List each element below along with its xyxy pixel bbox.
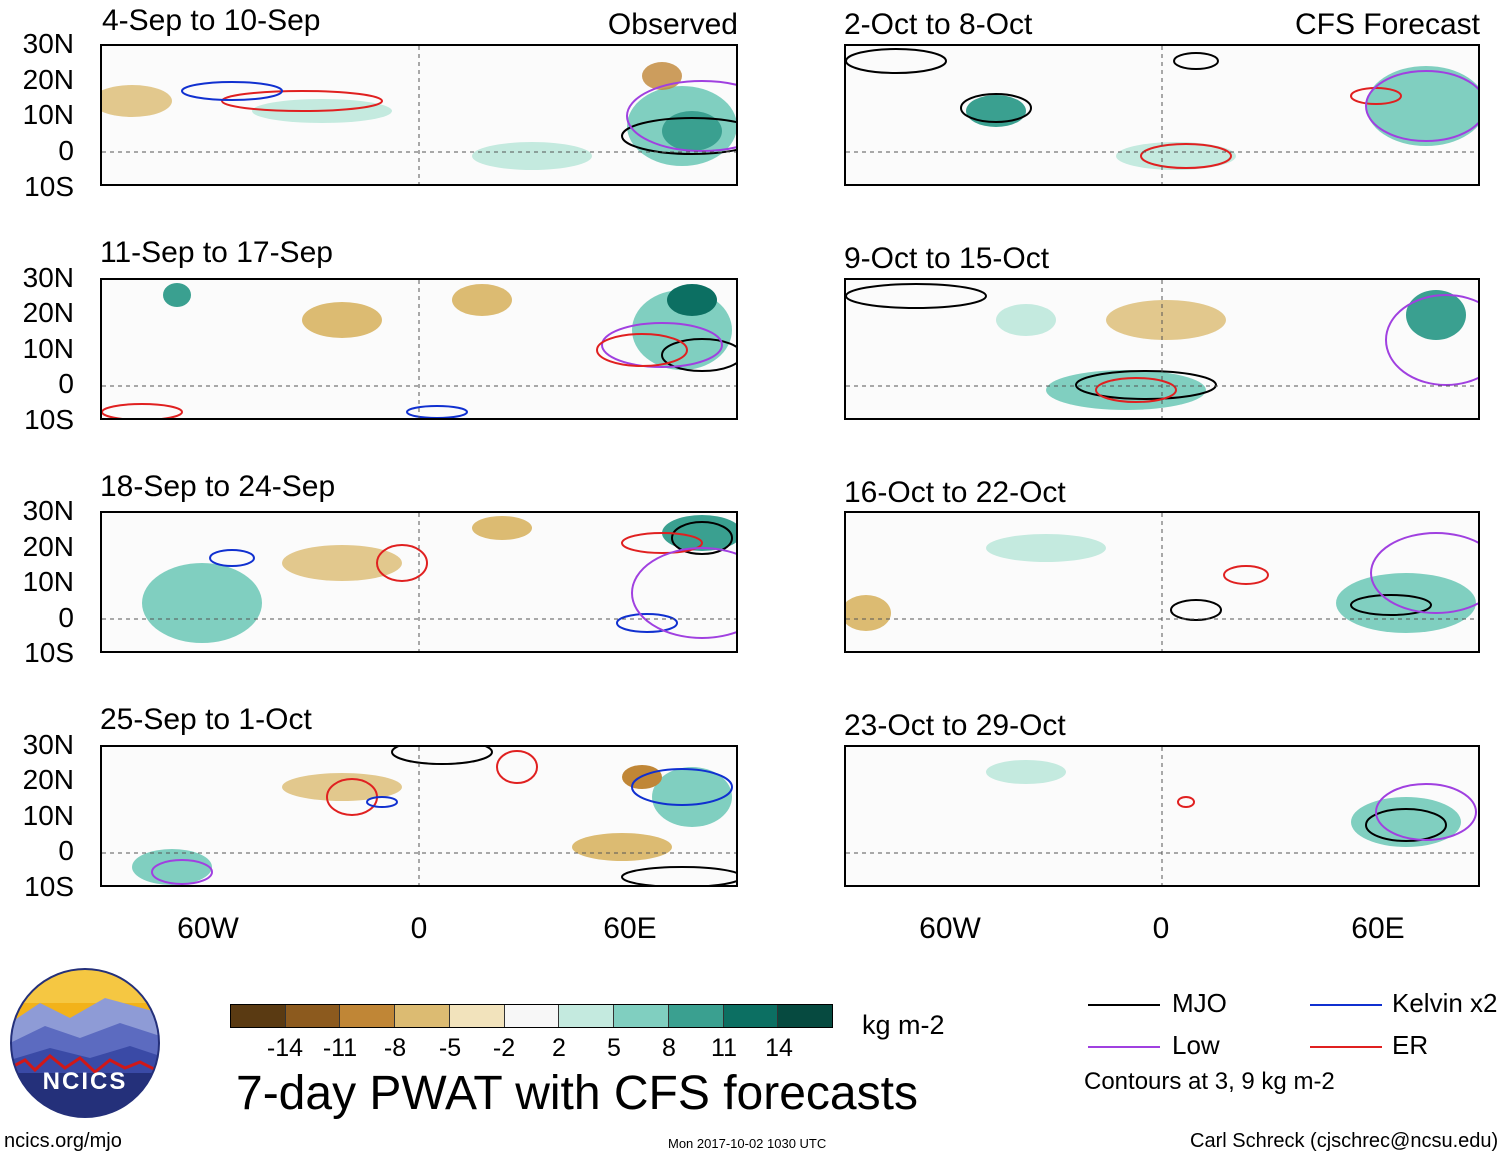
colorbar: [230, 1004, 833, 1028]
colorbar-swatch: [668, 1005, 724, 1027]
legend-label-low: Low: [1172, 1030, 1220, 1060]
map-panel-3: [100, 278, 738, 420]
lat-label: 10S: [24, 171, 74, 202]
lat-label: 10S: [24, 637, 74, 668]
colorbar-tick: 8: [662, 1034, 676, 1062]
legend-line-kelvin: [1310, 1004, 1382, 1006]
lon-label: 0: [1152, 912, 1170, 945]
lat-label: 10N: [22, 800, 74, 831]
colorbar-tick: -5: [438, 1034, 462, 1062]
lat-label: 20N: [22, 64, 74, 95]
colorbar-tick: 2: [552, 1034, 566, 1062]
map-panel-7: [100, 745, 738, 887]
legend-label-kelvin: Kelvin x2: [1392, 988, 1498, 1018]
map-panel-2: [844, 44, 1480, 186]
panel-title-7: 25-Sep to 1-Oct: [100, 703, 312, 736]
map-panel-4: [844, 278, 1480, 420]
colorbar-swatch: [395, 1005, 450, 1027]
lat-label: 10S: [24, 871, 74, 902]
lat-label: 20N: [22, 764, 74, 795]
footer-credit: Carl Schreck (cjschrec@ncsu.edu): [1190, 1130, 1499, 1152]
lon-label: 60E: [603, 912, 657, 945]
colorbar-tick: -11: [322, 1034, 358, 1062]
legend-label-mjo: MJO: [1172, 988, 1227, 1018]
lon-label: 60W: [177, 912, 239, 945]
colorbar-swatch: [449, 1005, 505, 1027]
colorbar-tick: -14: [266, 1034, 304, 1062]
colorbar-tick: 11: [711, 1034, 737, 1062]
panel-title-8: 23-Oct to 29-Oct: [844, 709, 1066, 742]
footer-timestamp: Mon 2017-10-02 1030 UTC: [668, 1136, 827, 1151]
panel-title-6: 16-Oct to 22-Oct: [844, 476, 1066, 509]
lon-label: 0: [410, 912, 428, 945]
colorbar-tick: -8: [383, 1034, 407, 1062]
lat-label: 30N: [22, 729, 74, 760]
map-panel-5: [100, 511, 738, 653]
panel-title-3: 11-Sep to 17-Sep: [100, 236, 333, 269]
lon-label: 60E: [1351, 912, 1405, 945]
lat-label: 30N: [22, 262, 74, 293]
colorbar-swatch: [559, 1005, 615, 1027]
legend-line-low: [1088, 1046, 1160, 1048]
lat-label: 0: [58, 368, 74, 399]
map-panel-8: [844, 745, 1480, 887]
legend-line-er: [1310, 1046, 1382, 1048]
lat-label: 0: [58, 135, 74, 166]
legend-label-er: ER: [1392, 1030, 1429, 1060]
colorbar-tick: 5: [607, 1034, 621, 1062]
lat-label: 10N: [22, 99, 74, 130]
lon-label: 60W: [919, 912, 981, 945]
main-title: 7-day PWAT with CFS forecasts: [236, 1067, 918, 1120]
map-panel-1: [100, 44, 738, 186]
colorbar-tick: -2: [492, 1034, 516, 1062]
colorbar-swatch: [723, 1005, 779, 1027]
panel-tag-observed: Observed: [607, 8, 738, 41]
colorbar-swatch: [340, 1005, 396, 1027]
colorbar-swatch: [504, 1005, 560, 1027]
lat-label: 10N: [22, 566, 74, 597]
logo-text: NCICS: [42, 1068, 128, 1095]
lat-label: 30N: [22, 495, 74, 526]
legend-note: Contours at 3, 9 kg m-2: [1084, 1068, 1335, 1095]
panel-tag-forecast: CFS Forecast: [1294, 8, 1480, 41]
lat-label: 30N: [22, 28, 74, 59]
colorbar-swatch: [231, 1005, 286, 1027]
lat-label: 0: [58, 602, 74, 633]
map-panel-6: [844, 511, 1480, 653]
panel-title-5: 18-Sep to 24-Sep: [100, 470, 336, 503]
lat-label: 0: [58, 835, 74, 866]
colorbar-swatch: [614, 1005, 669, 1027]
lat-label: 20N: [22, 297, 74, 328]
colorbar-units: kg m-2: [862, 1010, 945, 1040]
legend-line-mjo: [1088, 1004, 1160, 1006]
lat-label: 10N: [22, 333, 74, 364]
colorbar-tick: 14: [765, 1034, 793, 1062]
panel-title-4: 9-Oct to 15-Oct: [844, 242, 1050, 275]
lat-label: 20N: [22, 531, 74, 562]
footer-url: ncics.org/mjo: [4, 1130, 122, 1152]
panel-title-1: 4-Sep to 10-Sep: [102, 4, 321, 37]
lat-label: 10S: [24, 404, 74, 435]
colorbar-swatch: [778, 1005, 833, 1027]
ncics-logo: NCICS: [10, 968, 160, 1118]
panel-title-2: 2-Oct to 8-Oct: [844, 8, 1033, 41]
colorbar-swatch: [285, 1005, 341, 1027]
